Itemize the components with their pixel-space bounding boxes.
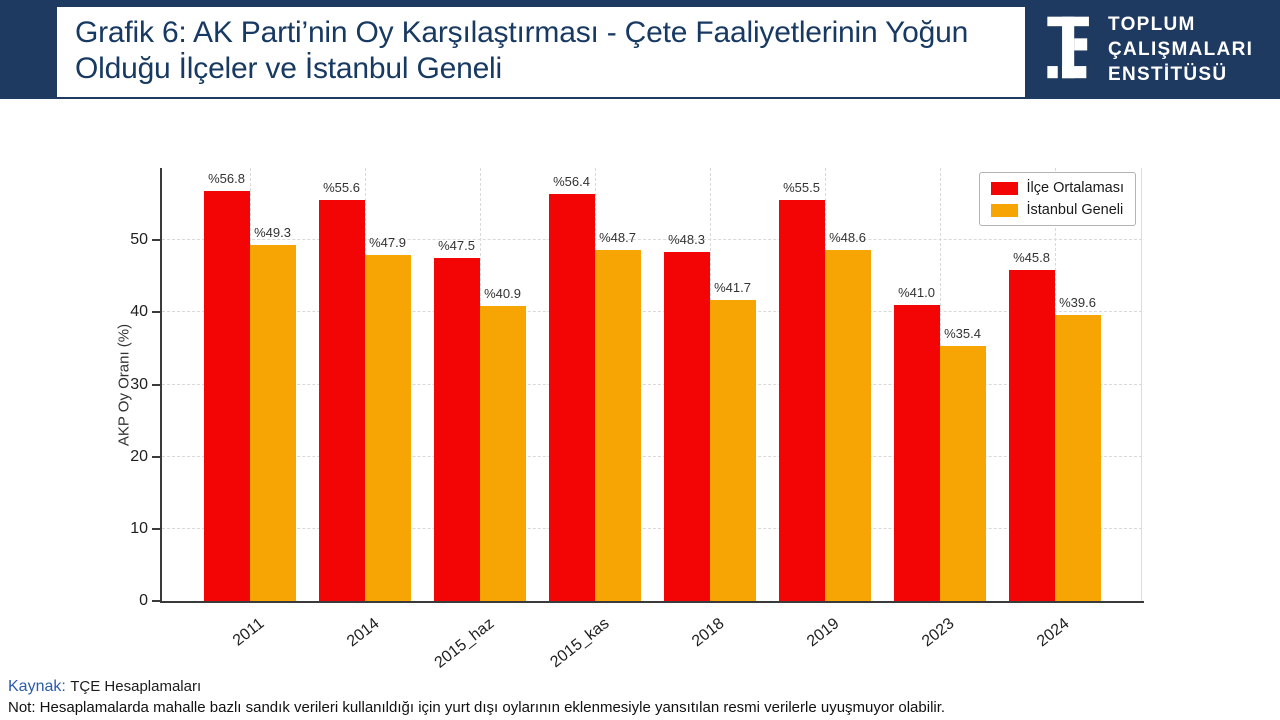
footer: Kaynak: TÇE Hesaplamaları Not: Hesaplama… bbox=[8, 676, 945, 718]
bar-ilce-ortalamasi-2024 bbox=[1008, 270, 1055, 601]
bar-value-label: %49.3 bbox=[254, 225, 291, 241]
bar-istanbul-geneli-2018 bbox=[709, 300, 756, 601]
tce-monogram-icon bbox=[1043, 11, 1095, 88]
source-line: Kaynak: TÇE Hesaplamaları bbox=[8, 676, 945, 697]
y-tick-label: 0 bbox=[139, 592, 148, 609]
legend-swatch-icon bbox=[990, 203, 1018, 217]
bar-ilce-ortalamasi-2011 bbox=[203, 191, 250, 601]
bar-istanbul-geneli-2011 bbox=[249, 245, 296, 601]
source-label: Kaynak: bbox=[8, 678, 66, 695]
x-axis-line bbox=[160, 601, 1144, 603]
y-tick-mark bbox=[152, 600, 160, 602]
x-tick-label: 2018 bbox=[688, 615, 727, 651]
y-gridline bbox=[162, 383, 1142, 385]
x-tick-label: 2019 bbox=[803, 615, 842, 651]
legend-label: İlçe Ortalaması bbox=[1026, 180, 1125, 196]
bar-value-label: %41.7 bbox=[714, 280, 751, 296]
bar-value-label: %48.7 bbox=[599, 229, 636, 245]
y-tick-mark bbox=[152, 311, 160, 314]
bar-value-label: %55.5 bbox=[783, 180, 820, 196]
bar-ilce-ortalamasi-2023 bbox=[893, 305, 940, 601]
logo-text-line2: ÇALIŞMALARI bbox=[1108, 39, 1254, 60]
y-gridline bbox=[162, 455, 1142, 457]
plot-area: İlçe Ortalaması İstanbul Geneli 0 10 20 30 40… bbox=[130, 168, 1144, 672]
legend-row: İstanbul Geneli bbox=[990, 202, 1125, 218]
bar-istanbul-geneli-2015_kas bbox=[594, 249, 641, 601]
legend-label: İstanbul Geneli bbox=[1026, 202, 1124, 218]
bar-istanbul-geneli-2015_haz bbox=[479, 305, 526, 601]
x-tick-label: 2011 bbox=[229, 615, 267, 650]
page-title: Grafik 6: AK Parti’nin Oy Karşılaştırmas… bbox=[75, 16, 969, 85]
title-box: Grafik 6: AK Parti’nin Oy Karşılaştırmas… bbox=[57, 7, 1025, 97]
bar-istanbul-geneli-2023 bbox=[939, 345, 986, 601]
bar-istanbul-geneli-2014 bbox=[364, 255, 411, 601]
plot-right-spine bbox=[1141, 168, 1142, 601]
logo: TOPLUM ÇALIŞMALARI ENSTİTÜSÜ bbox=[1027, 0, 1280, 99]
bar-ilce-ortalamasi-2015_kas bbox=[548, 193, 595, 601]
x-tick-label: 2024 bbox=[1033, 615, 1072, 651]
legend-swatch-icon bbox=[990, 181, 1018, 195]
note-text: Not: Hesaplamalarda mahalle bazlı sandık… bbox=[8, 699, 946, 716]
bar-value-label: %35.4 bbox=[944, 325, 981, 341]
bar-value-label: %47.5 bbox=[438, 238, 475, 254]
x-tick-label: 2015_kas bbox=[546, 615, 612, 672]
bar-istanbul-geneli-2024 bbox=[1054, 315, 1101, 601]
bar-value-label: %48.6 bbox=[829, 230, 866, 246]
y-gridline bbox=[162, 527, 1142, 529]
y-tick-mark bbox=[152, 455, 160, 458]
bar-ilce-ortalamasi-2018 bbox=[663, 252, 710, 601]
y-tick-mark bbox=[152, 239, 160, 242]
bar-istanbul-geneli-2019 bbox=[824, 250, 871, 601]
bar-value-label: %39.6 bbox=[1059, 295, 1096, 311]
y-tick-label: 50 bbox=[130, 231, 148, 249]
y-tick-label: 40 bbox=[130, 303, 148, 321]
y-tick-label: 30 bbox=[130, 375, 148, 393]
header-bar: Grafik 6: AK Parti’nin Oy Karşılaştırmas… bbox=[0, 0, 1280, 99]
bar-ilce-ortalamasi-2014 bbox=[318, 199, 365, 601]
bar-value-label: %41.0 bbox=[898, 285, 935, 301]
x-tick-label: 2014 bbox=[343, 615, 382, 651]
bar-value-label: %56.4 bbox=[553, 173, 590, 189]
y-gridline bbox=[162, 311, 1142, 313]
bar-value-label: %40.9 bbox=[484, 285, 521, 301]
logo-text-line3: ENSTİTÜSÜ bbox=[1108, 64, 1228, 85]
logo-text-line1: TOPLUM bbox=[1108, 14, 1196, 35]
y-tick-label: 10 bbox=[130, 519, 148, 537]
bar-value-label: %47.9 bbox=[369, 235, 406, 251]
y-gridline bbox=[162, 239, 1142, 241]
y-tick-mark bbox=[152, 527, 160, 530]
y-axis-line bbox=[160, 168, 162, 603]
bar-value-label: %55.6 bbox=[323, 179, 360, 195]
logo-text: TOPLUM ÇALIŞMALARI ENSTİTÜSÜ bbox=[1108, 12, 1253, 87]
bar-value-label: %56.8 bbox=[208, 171, 245, 187]
x-tick-label: 2023 bbox=[918, 615, 957, 651]
bar-ilce-ortalamasi-2015_haz bbox=[433, 258, 480, 601]
y-tick-label: 20 bbox=[130, 447, 148, 465]
y-tick-mark bbox=[152, 383, 160, 386]
bar-value-label: %48.3 bbox=[668, 232, 705, 248]
bar-ilce-ortalamasi-2019 bbox=[778, 200, 825, 601]
x-tick-label: 2015_haz bbox=[431, 615, 497, 672]
bar-value-label: %45.8 bbox=[1013, 250, 1050, 266]
legend-row: İlçe Ortalaması bbox=[990, 180, 1125, 196]
legend: İlçe Ortalaması İstanbul Geneli bbox=[978, 172, 1136, 226]
source-value: TÇE Hesaplamaları bbox=[70, 678, 202, 695]
